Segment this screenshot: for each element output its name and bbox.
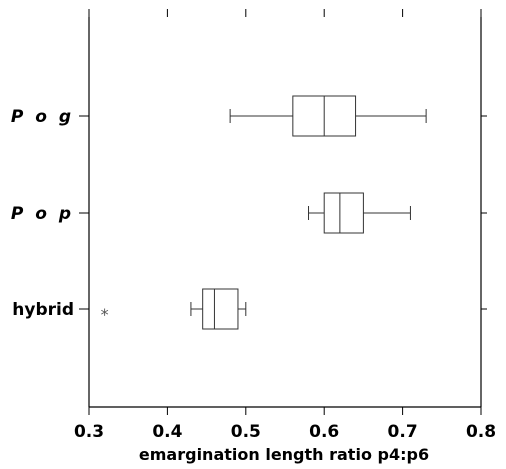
x-tick-label-2: 0.5	[231, 422, 261, 442]
x-axis-label: emargination length ratio p4:p6	[139, 445, 429, 464]
x-tick-label-4: 0.7	[388, 422, 418, 442]
box-group-2: *	[101, 288, 247, 330]
x-tick-label-0: 0.3	[74, 422, 104, 442]
x-axis-ticks	[88, 9, 482, 415]
category-label-1: P o p	[11, 204, 74, 224]
box-series: *	[101, 95, 427, 330]
box-group-0	[229, 95, 427, 137]
category-label-2: hybrid	[12, 300, 74, 320]
plot-frame	[88, 17, 482, 408]
outlier-2-0: *	[101, 305, 109, 324]
box-iqr-2	[202, 288, 239, 330]
box-iqr-1	[323, 192, 364, 234]
category-label-0: P o g	[11, 107, 74, 127]
box-group-1	[308, 192, 411, 234]
category-axis: P o g P o p hybrid	[11, 107, 487, 320]
x-tick-label-3: 0.6	[309, 422, 339, 442]
x-tick-label-5: 0.8	[466, 422, 496, 442]
x-tick-label-1: 0.4	[152, 422, 182, 442]
x-axis-tick-labels: 0.3 0.4 0.5 0.6 0.7 0.8	[74, 422, 496, 442]
